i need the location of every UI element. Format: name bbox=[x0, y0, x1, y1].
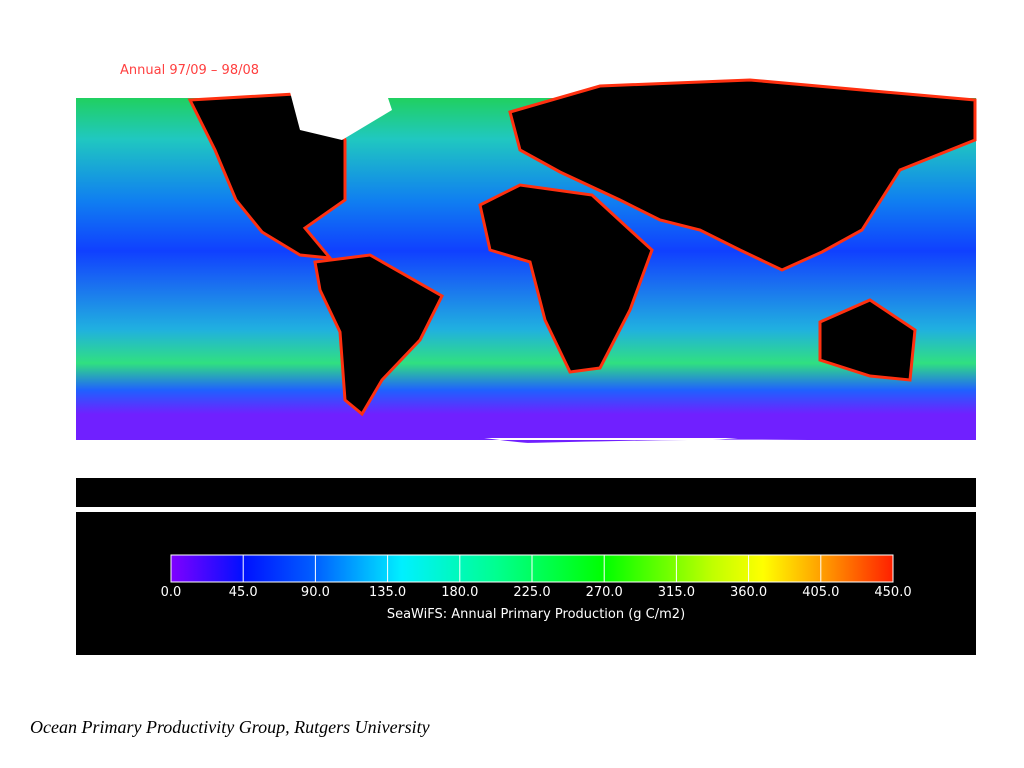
map-title: Annual 97/09 – 98/08 bbox=[120, 63, 259, 78]
colorbar-tick-label: 315.0 bbox=[658, 585, 695, 600]
colorbar-tick-label: 135.0 bbox=[369, 585, 406, 600]
footer: Ocean Primary Productivity Group, Rutger… bbox=[30, 717, 430, 737]
colorbar-tick-label: 0.0 bbox=[161, 585, 182, 600]
colorbar-tick-label: 360.0 bbox=[730, 585, 767, 600]
colorbar-tick-label: 225.0 bbox=[513, 585, 550, 600]
colorbar-tick-label: 180.0 bbox=[441, 585, 478, 600]
colorbar-panel: SeaWiFS: Annual Primary Production (g C/… bbox=[76, 512, 976, 655]
colorbar-tick-label: 45.0 bbox=[229, 585, 258, 600]
antarctica bbox=[380, 439, 976, 478]
southern-ocean bbox=[76, 425, 976, 446]
continents bbox=[187, 78, 977, 417]
colorbar-tick-label: 450.0 bbox=[874, 585, 911, 600]
colorbar-tick-label: 270.0 bbox=[586, 585, 623, 600]
colorbar-tick-label: 90.0 bbox=[301, 585, 330, 600]
map: Annual 97/09 – 98/08 bbox=[76, 63, 977, 507]
map-bottom bbox=[76, 478, 976, 507]
colorbar-tick-label: 405.0 bbox=[802, 585, 839, 600]
greenland bbox=[290, 80, 392, 140]
colorbar-label: SeaWiFS: Annual Primary Production (g C/… bbox=[387, 607, 685, 622]
panel bbox=[76, 512, 976, 655]
